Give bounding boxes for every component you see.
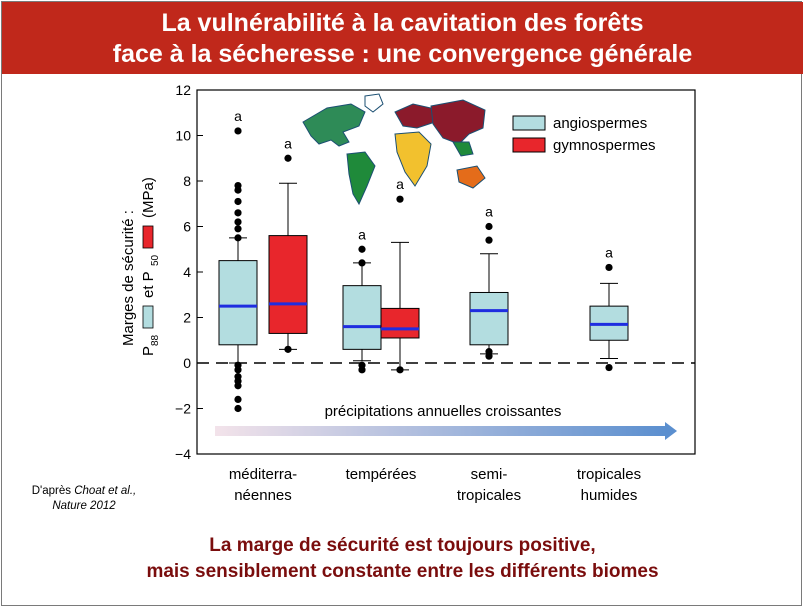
y-tick-label: 4: [183, 264, 191, 280]
outlier-point: [284, 345, 292, 353]
outlier-point: [234, 234, 242, 242]
arrow-head-icon: [665, 422, 677, 440]
outlier-point: [234, 404, 242, 413]
x-category-label: tempérées: [346, 466, 417, 483]
map-south-america: [346, 151, 376, 206]
chart-axes: −4 −2 0 2 4 6 8 10 12 méditerra-néennes tempérées s…: [175, 82, 696, 504]
y-label-text: Marges de sécurité :: [120, 210, 137, 346]
x-category-label: humides: [581, 487, 638, 504]
y-label-swatch-angiosperm: [142, 305, 154, 329]
y-label-p50-sub: 50: [150, 254, 161, 266]
x-category-label: méditerra-: [229, 466, 297, 483]
outlier-point: [284, 154, 292, 162]
credit-prefix: D'après: [31, 485, 75, 497]
outlier-point: [234, 209, 242, 217]
box-series: a a a a a a: [218, 108, 629, 413]
arrow-label: précipitations annuelles croissantes: [325, 403, 562, 420]
y-tick-label: 12: [175, 82, 191, 98]
angiosperm-box: a: [589, 244, 629, 372]
world-map-inset: [299, 93, 486, 211]
y-tick-label: 6: [183, 219, 191, 235]
map-greenland: [364, 93, 384, 113]
y-tick-label: 2: [183, 310, 191, 326]
y-axis-label: Marges de sécurité :P88 et P 50 (MPa): [120, 177, 161, 356]
map-north-america: [302, 103, 366, 147]
significance-letter: a: [234, 108, 242, 124]
outlier-point: [396, 195, 404, 203]
outlier-point: [234, 395, 242, 403]
y-tick-label: 10: [175, 128, 191, 144]
map-asia: [430, 99, 486, 145]
outlier-point: [396, 366, 404, 374]
y-label-p88-sub: 88: [150, 334, 161, 346]
outlier-point: [234, 218, 242, 226]
outlier-point: [358, 245, 366, 253]
legend-swatch-angiosperm: [512, 115, 546, 131]
y-label-line1: Marges de sécurité :: [120, 210, 137, 346]
outlier-point: [358, 366, 366, 374]
figure-panel: −4 −2 0 2 4 6 8 10 12 méditerra-néennes tempérées s…: [113, 82, 701, 512]
box-plot-chart: −4 −2 0 2 4 6 8 10 12 méditerra-néennes tempérées s…: [120, 82, 696, 504]
angiosperm-box: a: [342, 226, 382, 374]
box-iqr: [218, 260, 258, 346]
outlier-point: [605, 263, 613, 272]
arrow-shaft: [215, 426, 667, 436]
y-tick-label: 8: [183, 173, 191, 189]
chart-legend: angiospermes gymnospermes: [512, 115, 656, 154]
y-tick-label: −2: [175, 401, 191, 417]
source-credit: D'après Choat et al., Nature 2012: [14, 484, 154, 514]
conclusion-line1: La marge de sécurité est toujours positi…: [209, 535, 596, 556]
significance-letter: a: [605, 244, 613, 260]
y-tick-label: 0: [183, 355, 191, 371]
x-category-label: semi-: [471, 466, 508, 483]
y-label-line2: P88 et P 50 (MPa): [140, 177, 161, 356]
outlier-point: [485, 222, 493, 231]
outlier-point: [234, 366, 242, 374]
outlier-point: [485, 236, 493, 244]
angiosperm-box: a: [469, 204, 509, 360]
outlier-point: [358, 259, 366, 267]
y-label-p88: P: [140, 346, 157, 356]
outlier-point: [605, 363, 613, 372]
credit-authors: Choat et al.,: [74, 485, 137, 497]
legend-label-angiosperm: angiospermes: [553, 115, 647, 132]
x-category-label: tropicales: [577, 466, 641, 483]
box-iqr: [268, 235, 308, 334]
outlier-point: [234, 382, 242, 390]
slide-title-line2: face à la sécheresse : une convergence g…: [112, 40, 693, 68]
significance-letter: a: [485, 204, 493, 220]
x-category-label: tropicales: [457, 487, 521, 504]
credit-journal: Nature 2012: [52, 500, 116, 512]
box-iqr: [469, 291, 509, 346]
map-africa: [394, 131, 432, 187]
legend-label-gymnosperm: gymnospermes: [553, 137, 656, 154]
x-category-label: néennes: [234, 487, 292, 504]
box-iqr: [380, 307, 420, 339]
conclusion-line2: mais sensiblement constante entre les di…: [146, 561, 659, 582]
y-tick-label: −4: [175, 446, 191, 462]
legend-swatch-gymnosperm: [512, 137, 546, 153]
y-label-and: et P: [140, 271, 157, 298]
outlier-point: [234, 186, 242, 194]
conclusion-text: La marge de sécurité est toujours positi…: [0, 533, 805, 585]
box-iqr: [342, 285, 382, 350]
outlier-point: [234, 225, 242, 233]
y-label-unit: (MPa): [140, 177, 157, 218]
map-southeast-asia: [452, 141, 474, 157]
slide-title-line1: La vulnérabilité à la cavitation des for…: [161, 9, 644, 37]
significance-letter: a: [358, 226, 366, 242]
map-australia: [456, 165, 486, 189]
y-label-swatch-gymnosperm: [142, 225, 154, 249]
gymnosperm-box: a: [380, 176, 420, 374]
significance-letter: a: [284, 135, 292, 151]
angiosperm-box: a: [218, 108, 258, 413]
significance-letter: a: [396, 176, 404, 192]
title-bar: La vulnérabilité à la cavitation des for…: [2, 2, 803, 74]
outlier-point: [485, 352, 493, 360]
outlier-point: [234, 127, 242, 135]
outlier-point: [234, 197, 242, 206]
precipitation-arrow: précipitations annuelles croissantes: [215, 403, 677, 440]
gymnosperm-box: a: [268, 135, 308, 353]
